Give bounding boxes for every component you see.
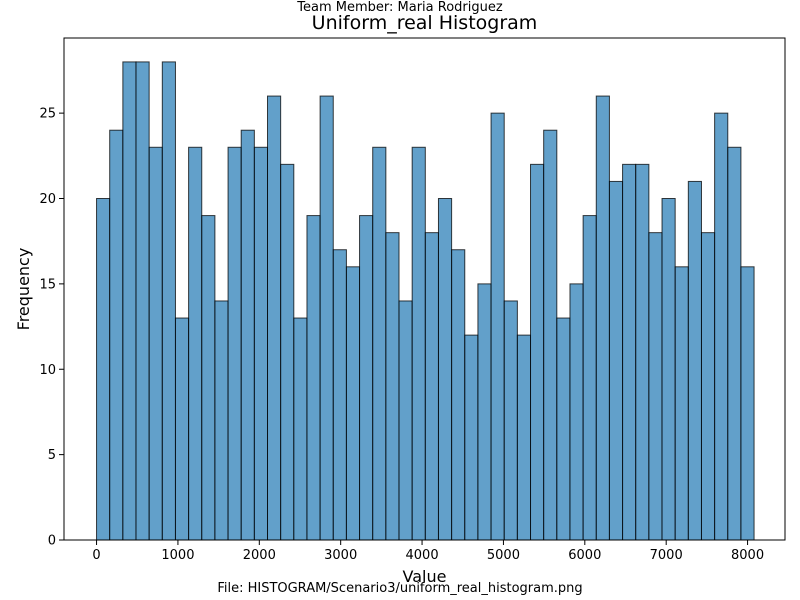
histogram-bar	[122, 61, 137, 541]
histogram-bar	[477, 283, 492, 541]
x-tick-label: 6000	[568, 548, 601, 563]
histogram-bar	[372, 146, 387, 541]
histogram-bar	[622, 163, 637, 541]
histogram-bar	[648, 232, 663, 541]
x-tick-label: 8000	[731, 548, 764, 563]
histogram-bar	[201, 215, 216, 541]
x-tick-label: 7000	[650, 548, 683, 563]
y-tick-label: 10	[39, 363, 56, 378]
histogram-bar	[727, 146, 742, 541]
x-tick-label: 3000	[324, 548, 357, 563]
histogram-bar	[240, 129, 255, 541]
histogram-bar	[674, 266, 689, 541]
histogram-bar	[398, 300, 413, 541]
histogram-bar	[227, 146, 242, 541]
chart-title: Uniform_real Histogram	[311, 12, 538, 34]
histogram-bar	[582, 215, 597, 541]
histogram-bar	[687, 180, 702, 541]
x-tick-label: 4000	[406, 548, 439, 563]
histogram-bar	[280, 163, 295, 541]
histogram-bar	[214, 300, 229, 541]
histogram-bar	[267, 95, 282, 541]
y-tick-label: 20	[39, 192, 56, 207]
footer-caption: File: HISTOGRAM/Scenario3/uniform_real_h…	[217, 581, 583, 596]
histogram-bar	[490, 112, 505, 541]
y-axis-ticks: 0 5 10 15 20 25	[39, 107, 64, 549]
x-axis-ticks: 0 1000 2000 3000 4000 5000 6000 7000 8000	[92, 540, 764, 563]
histogram-bar	[503, 300, 518, 541]
histogram-bar	[359, 215, 374, 541]
y-tick-label: 0	[48, 534, 56, 549]
y-tick-label: 15	[39, 277, 56, 292]
x-tick-label: 2000	[243, 548, 276, 563]
histogram-bar	[188, 146, 203, 541]
histogram-bar	[293, 317, 308, 541]
bars-group	[96, 61, 755, 541]
histogram-bar	[161, 61, 176, 541]
x-tick-label: 1000	[161, 548, 194, 563]
histogram-bar	[385, 232, 400, 541]
histogram-bar	[345, 266, 361, 541]
histogram-bar	[608, 180, 624, 541]
x-tick-label: 0	[92, 548, 100, 563]
suptitle: Team Member: Maria Rodriguez	[297, 0, 503, 15]
histogram-bar	[516, 334, 532, 541]
histogram-bar	[700, 232, 716, 541]
histogram-bar	[635, 163, 650, 541]
histogram-bar	[306, 215, 321, 541]
histogram-bar	[714, 112, 729, 541]
histogram-bar	[595, 95, 610, 541]
histogram-bar	[332, 249, 347, 541]
y-axis-label: Frequency	[14, 248, 33, 331]
histogram-bar	[530, 163, 545, 541]
histogram-bar	[253, 146, 269, 541]
x-tick-label: 5000	[487, 548, 520, 563]
histogram-bar	[569, 283, 584, 541]
y-tick-label: 5	[48, 448, 56, 463]
histogram-bar	[543, 129, 558, 541]
histogram-bar	[464, 334, 479, 541]
x-axis-label: Value	[403, 567, 447, 586]
histogram-bar	[319, 95, 334, 541]
histogram-bar	[661, 198, 676, 541]
histogram-bar	[411, 146, 426, 541]
histogram-bar	[96, 198, 111, 541]
histogram-bar	[740, 266, 755, 541]
histogram-bar	[424, 232, 439, 541]
plot-frame	[63, 37, 786, 541]
histogram-bar	[148, 146, 163, 541]
histogram-bar	[174, 317, 190, 541]
y-tick-label: 25	[39, 107, 56, 122]
histogram-bar	[556, 317, 571, 541]
histogram-bar	[135, 61, 150, 541]
histogram-bar	[437, 198, 453, 541]
histogram-bar	[451, 249, 466, 541]
histogram-bar	[109, 129, 124, 541]
